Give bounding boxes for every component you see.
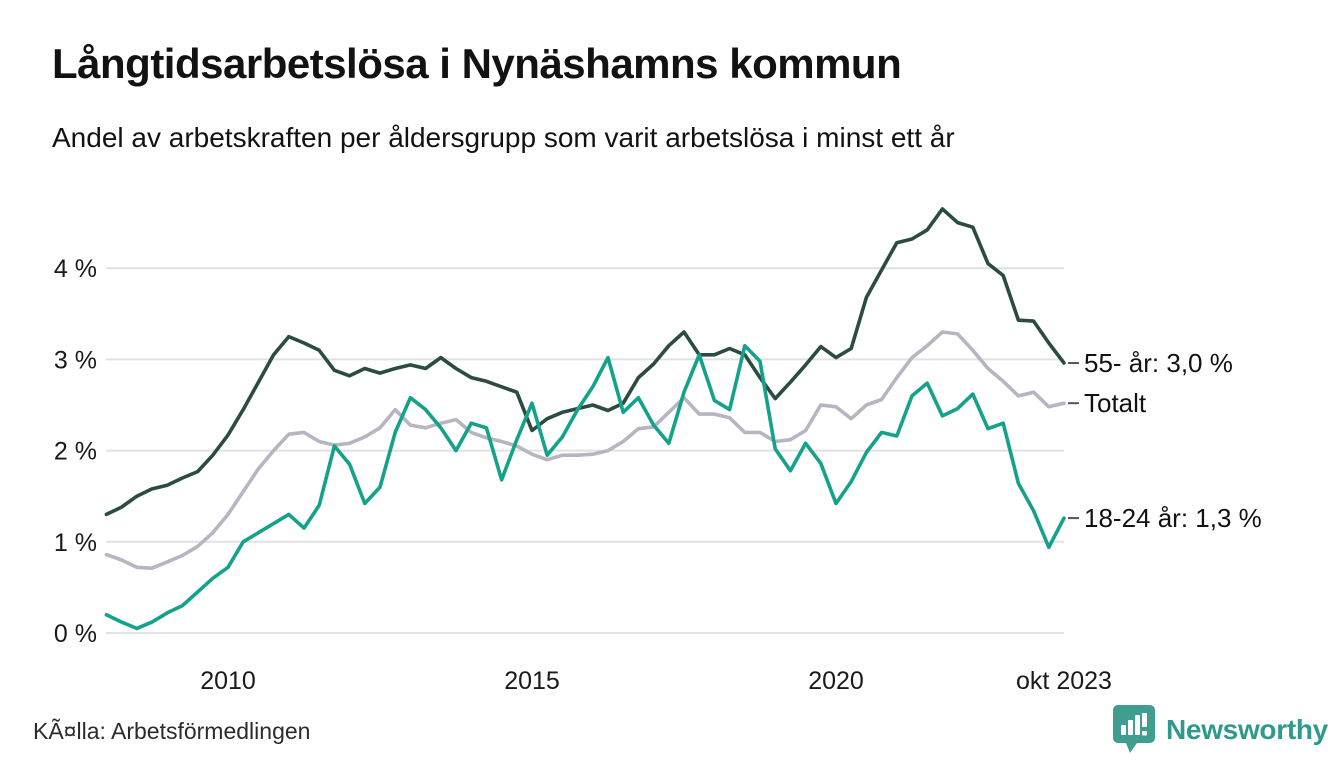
y-tick-label: 1 % bbox=[54, 529, 97, 557]
y-tick-label: 4 % bbox=[54, 255, 97, 283]
y-tick-label: 3 % bbox=[54, 346, 97, 374]
series-label: Totalt bbox=[1084, 388, 1147, 418]
series-line-totalt bbox=[104, 330, 1066, 571]
x-tick-label: 2010 bbox=[200, 667, 256, 695]
series-end-labels: 55- år: 3,0 % Totalt 18-24 år: 1,3 % bbox=[1068, 348, 1262, 533]
series-line-18-24-r bbox=[104, 343, 1066, 631]
newsworthy-pin-icon bbox=[1113, 705, 1155, 753]
series-line-55-r bbox=[104, 207, 1066, 517]
x-tick-label: 2020 bbox=[808, 667, 864, 695]
series-label: 18-24 år: 1,3 % bbox=[1084, 503, 1262, 533]
y-tick-label: 2 % bbox=[54, 438, 97, 466]
page-subtitle: Andel av arbetskraften per åldersgrupp s… bbox=[52, 122, 955, 153]
page-title: Långtidsarbetslösa i Nynäshamns kommun bbox=[52, 40, 902, 87]
x-tick-label: 2015 bbox=[504, 667, 560, 695]
y-tick-label: 0 % bbox=[54, 620, 97, 648]
grid-and-y-axis: 0 % 1 % 2 % 3 % 4 % bbox=[54, 255, 1064, 648]
source-note: KÃ¤lla: Arbetsförmedlingen bbox=[33, 718, 311, 744]
x-tick-label: okt 2023 bbox=[1016, 667, 1112, 695]
x-axis: 2010 2015 2020 okt 2023 bbox=[200, 667, 1112, 695]
brand-logo: Newsworthy bbox=[1112, 704, 1328, 756]
brand-name: Newsworthy bbox=[1166, 714, 1328, 745]
series-label: 55- år: 3,0 % bbox=[1084, 348, 1233, 378]
